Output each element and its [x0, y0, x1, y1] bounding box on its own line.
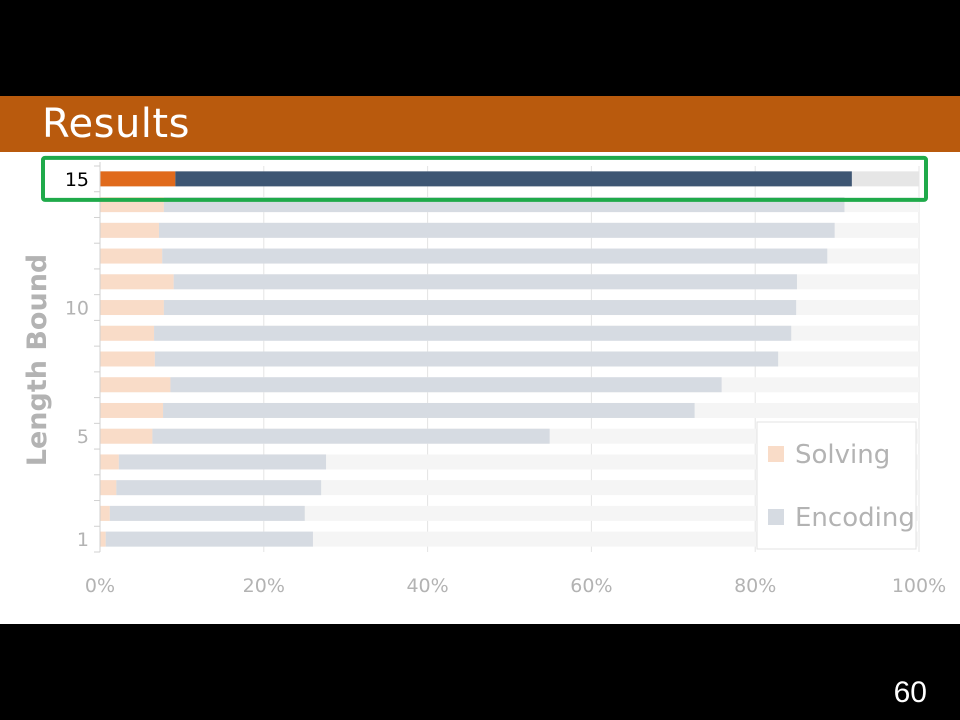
x-tick-label: 40% — [406, 575, 448, 597]
legend-label: Encoding — [795, 503, 915, 533]
x-tick-label: 20% — [243, 575, 285, 597]
bar-solving — [100, 454, 119, 470]
bar-solving — [100, 274, 174, 290]
bar-encoding — [105, 531, 313, 547]
x-tick-label: 60% — [570, 575, 612, 597]
legend-box — [756, 421, 917, 550]
slide-title: Results — [42, 101, 190, 147]
bar-solving — [100, 428, 153, 444]
highlight — [41, 155, 928, 202]
bar-solving — [100, 505, 110, 521]
bar-encoding — [173, 274, 797, 290]
y-axis-title: Length Bound — [22, 254, 53, 467]
bar-encoding — [170, 377, 722, 393]
bar-encoding — [163, 402, 695, 418]
bar-solving — [100, 402, 164, 418]
x-tick-label: 100% — [892, 575, 946, 597]
bar-solving — [100, 377, 171, 393]
y-tick-label: 1 — [77, 529, 89, 551]
legend-swatch — [768, 446, 784, 462]
y-tick-label: 5 — [77, 426, 89, 448]
x-tick-label: 0% — [85, 575, 115, 597]
bar-encoding — [154, 325, 792, 341]
bar-encoding — [152, 428, 550, 444]
bar-solving — [100, 248, 163, 264]
bar-encoding — [175, 171, 852, 187]
bar-solving — [100, 171, 176, 187]
bar-solving — [100, 351, 155, 367]
bar-solving — [100, 480, 117, 496]
highlight-box — [41, 155, 928, 202]
bar-solving — [100, 325, 155, 341]
legend: Solving Encoding — [756, 421, 917, 550]
bar-encoding — [109, 505, 305, 521]
legend-swatch — [768, 509, 784, 525]
bar-solving — [100, 222, 159, 238]
legend-label: Solving — [795, 440, 890, 470]
bar-encoding — [118, 454, 327, 470]
page-number: 60 — [893, 676, 927, 709]
bar-encoding — [162, 248, 828, 264]
bars — [100, 171, 919, 547]
bar-encoding — [154, 351, 779, 367]
bar-solving — [100, 300, 164, 316]
bar-encoding — [158, 222, 835, 238]
y-tick-label: 10 — [65, 298, 89, 320]
y-tick-label: 15 — [65, 169, 89, 191]
x-tick-label: 80% — [734, 575, 776, 597]
bar-encoding — [163, 300, 797, 316]
bar-solving — [100, 531, 106, 547]
title-bar — [0, 96, 960, 152]
bar-encoding — [116, 480, 322, 496]
